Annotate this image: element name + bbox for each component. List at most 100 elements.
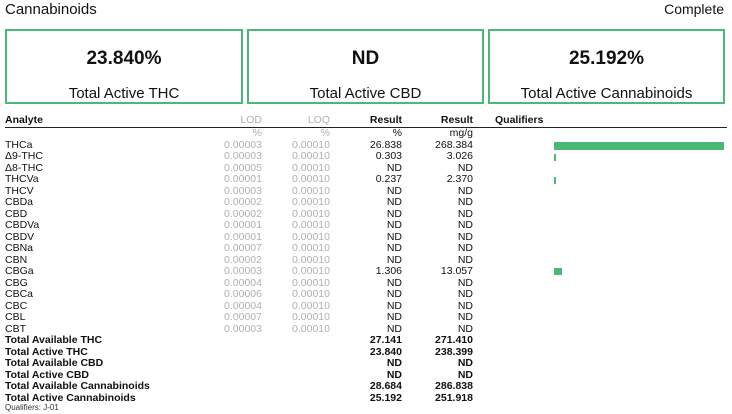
result-mg: ND [457,276,473,289]
loq-value: 0.00010 [292,242,330,254]
lod-value: 0.00002 [224,253,262,266]
result-pct: ND [386,242,402,254]
status-label: Complete [664,1,724,17]
result-pct: ND [386,322,402,335]
unit-result-pct: % [392,127,402,139]
loq-value: 0.00010 [292,161,330,174]
qualifier-bar [554,153,556,161]
loq-value: 0.00010 [292,207,330,220]
result-mg: ND [457,230,473,243]
analyte-name: CBG [5,276,28,289]
total-row: Total Active THC 23.840 238.399 [5,345,727,359]
result-mg: ND [457,357,473,369]
table-row: THCV 0.00003 0.00010 ND ND [5,184,727,198]
loq-value: 0.00010 [292,196,330,208]
result-mg: 238.399 [435,345,473,358]
result-mg: ND [457,368,473,381]
table-row: CBG 0.00004 0.00010 ND ND [5,276,727,290]
analyte-name: Total Active Cannabinoids [5,391,136,404]
loq-value: 0.00010 [292,150,330,162]
table-row: CBNa 0.00007 0.00010 ND ND [5,242,727,255]
result-mg: 3.026 [446,150,473,162]
table-row: THCa 0.00003 0.00010 26.838 268.384 [5,139,727,152]
units-row: % % % mg/g [5,127,727,140]
result-mg: ND [457,184,473,197]
total-row: Total Active Cannabinoids 25.192 251.918 [5,391,727,405]
loq-value: 0.00010 [292,253,330,266]
qualifiers-footnote: Qualifiers: J-01 [5,403,59,412]
result-mg: ND [457,288,473,300]
analyte-name: CBT [5,322,26,335]
result-mg: ND [457,311,473,323]
loq-value: 0.00010 [292,322,330,335]
col-result-pct: Result [369,114,402,126]
summary-label: Total Active THC [68,85,180,102]
table-row: Δ9-THC 0.00003 0.00010 0.303 3.026 [5,150,727,163]
result-mg: 251.918 [435,391,473,404]
lod-value: 0.00005 [224,161,262,174]
table-row: CBDa 0.00002 0.00010 ND ND [5,196,727,209]
result-pct: 0.303 [375,150,402,162]
table-row: CBCa 0.00006 0.00010 ND ND [5,288,727,301]
table-row: THCVa 0.00001 0.00010 0.237 2.370 [5,173,727,186]
analyte-name: Δ9-THC [5,150,43,162]
col-lod: LOD [240,114,262,126]
analyte-name: CBDa [5,196,34,208]
col-loq: LOQ [307,114,330,126]
lod-value: 0.00002 [224,207,262,220]
loq-value: 0.00010 [292,219,330,231]
result-pct: ND [386,311,402,323]
analyte-name: CBN [5,253,28,266]
total-row: Total Available THC 27.141 271.410 [5,334,727,347]
loq-value: 0.00010 [292,299,330,312]
summary-value: 25.192% [568,48,644,69]
unit-lod: % [252,127,262,139]
table-row: CBGa 0.00003 0.00010 1.306 13.057 [5,265,727,278]
result-pct: ND [386,368,402,381]
lod-value: 0.00006 [224,288,262,300]
summary-label: Total Active Cannabinoids [520,85,693,102]
result-pct: ND [386,288,402,300]
qualifier-bar [554,142,724,150]
table-row: CBDVa 0.00001 0.00010 ND ND [5,219,727,232]
loq-value: 0.00010 [292,173,330,185]
result-pct: ND [386,161,402,174]
result-pct: ND [386,196,402,208]
result-pct: 0.237 [375,173,402,185]
result-mg: 271.410 [435,334,473,346]
lod-value: 0.00003 [224,150,262,162]
result-mg: 2.370 [446,173,473,185]
table-row: CBD 0.00002 0.00010 ND ND [5,207,727,221]
result-mg: ND [457,219,473,231]
result-pct: 27.141 [369,334,402,346]
result-mg: ND [457,207,473,220]
total-row: Total Active CBD ND ND [5,368,727,382]
result-mg: ND [457,196,473,208]
result-pct: 1.306 [375,265,402,277]
result-mg: 286.838 [435,380,473,392]
total-row: Total Available CBD ND ND [5,357,727,370]
header-divider [5,127,727,128]
col-analyte: Analyte [5,114,43,126]
summary-value: ND [351,48,380,69]
lod-value: 0.00003 [224,265,262,277]
result-mg: ND [457,322,473,335]
result-pct: ND [386,219,402,231]
result-pct: 28.684 [369,380,402,392]
result-mg: 13.057 [440,265,473,277]
summary-card-thc: 23.840% Total Active THC [5,29,243,104]
analyte-name: CBL [5,311,26,323]
result-mg: ND [457,299,473,312]
result-pct: ND [386,276,402,289]
result-pct: 25.192 [369,391,402,404]
result-pct: ND [386,184,402,197]
result-pct: ND [386,230,402,243]
total-row: Total Available Cannabinoids 28.684 286.83… [5,380,727,393]
analyte-name: CBNa [5,242,34,254]
analyte-name: CBD [5,207,28,220]
analyte-name: CBDVa [5,219,40,231]
result-mg: ND [457,242,473,254]
loq-value: 0.00010 [292,184,330,197]
analyte-name: THCVa [5,173,39,185]
summary-label: Total Active CBD [309,85,422,102]
